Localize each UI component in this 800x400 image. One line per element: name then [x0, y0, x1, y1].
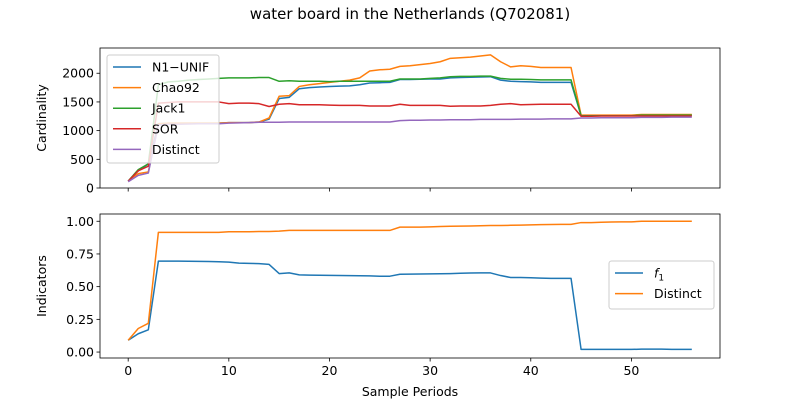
legend: f1 Distinct [608, 260, 715, 310]
x-tick-label: 50 [623, 363, 639, 378]
x-axis-label: Sample Periods [362, 384, 458, 399]
y-tick-label: 2000 [62, 66, 94, 81]
legend-entry-label: Distinct [152, 142, 200, 157]
y-tick-label: 500 [70, 152, 94, 167]
legend-frame [608, 260, 715, 310]
legend-frame [106, 54, 220, 164]
legend-entry-label: Distinct [654, 286, 702, 301]
x-tick-label: 30 [422, 363, 438, 378]
x-tick-label: 0 [124, 363, 132, 378]
cardinality-panel: 0 500 1000 1500 2000 Cardinality N1−UNIF Chao92… [34, 47, 721, 196]
x-tick-label: 40 [523, 363, 539, 378]
series-line-f1 [127, 260, 692, 351]
y-tick-label: 0.00 [66, 345, 94, 360]
legend-entry-label: f1 [654, 266, 664, 284]
y-tick-label: 0 [86, 181, 94, 196]
axes-frame [99, 47, 721, 189]
legend: N1−UNIF Chao92 Jack1 SOR Distinct [106, 54, 220, 164]
y-tick-label: 1500 [62, 94, 94, 109]
y-tick-label: 0.50 [66, 279, 94, 294]
y-axis-label: Indicators [34, 255, 49, 317]
x-tick-label: 20 [322, 363, 338, 378]
y-axis-label: Cardinality [34, 84, 49, 152]
axes-frame [99, 213, 721, 359]
figure-title: water board in the Netherlands (Q702081) [250, 5, 570, 23]
y-tick-label: 1000 [62, 123, 94, 138]
legend-entry-label: Jack1 [151, 101, 185, 116]
indicators-panel: 0 10 20 30 40 50 0.00 0.25 0.50 0.75 1.00 Indicator… [34, 213, 721, 399]
series-line-distinct [127, 220, 692, 341]
legend-entry-label: SOR [152, 121, 179, 136]
x-tick-label: 10 [221, 363, 237, 378]
y-tick-label: 1.00 [66, 214, 94, 229]
series-line-sor [127, 101, 692, 182]
y-tick-label: 0.25 [66, 312, 94, 327]
legend-entry-label: N1−UNIF [152, 60, 209, 75]
series-line-distinct [127, 116, 692, 183]
legend-entry-label: Chao92 [152, 80, 200, 95]
y-tick-label: 0.75 [66, 246, 94, 261]
